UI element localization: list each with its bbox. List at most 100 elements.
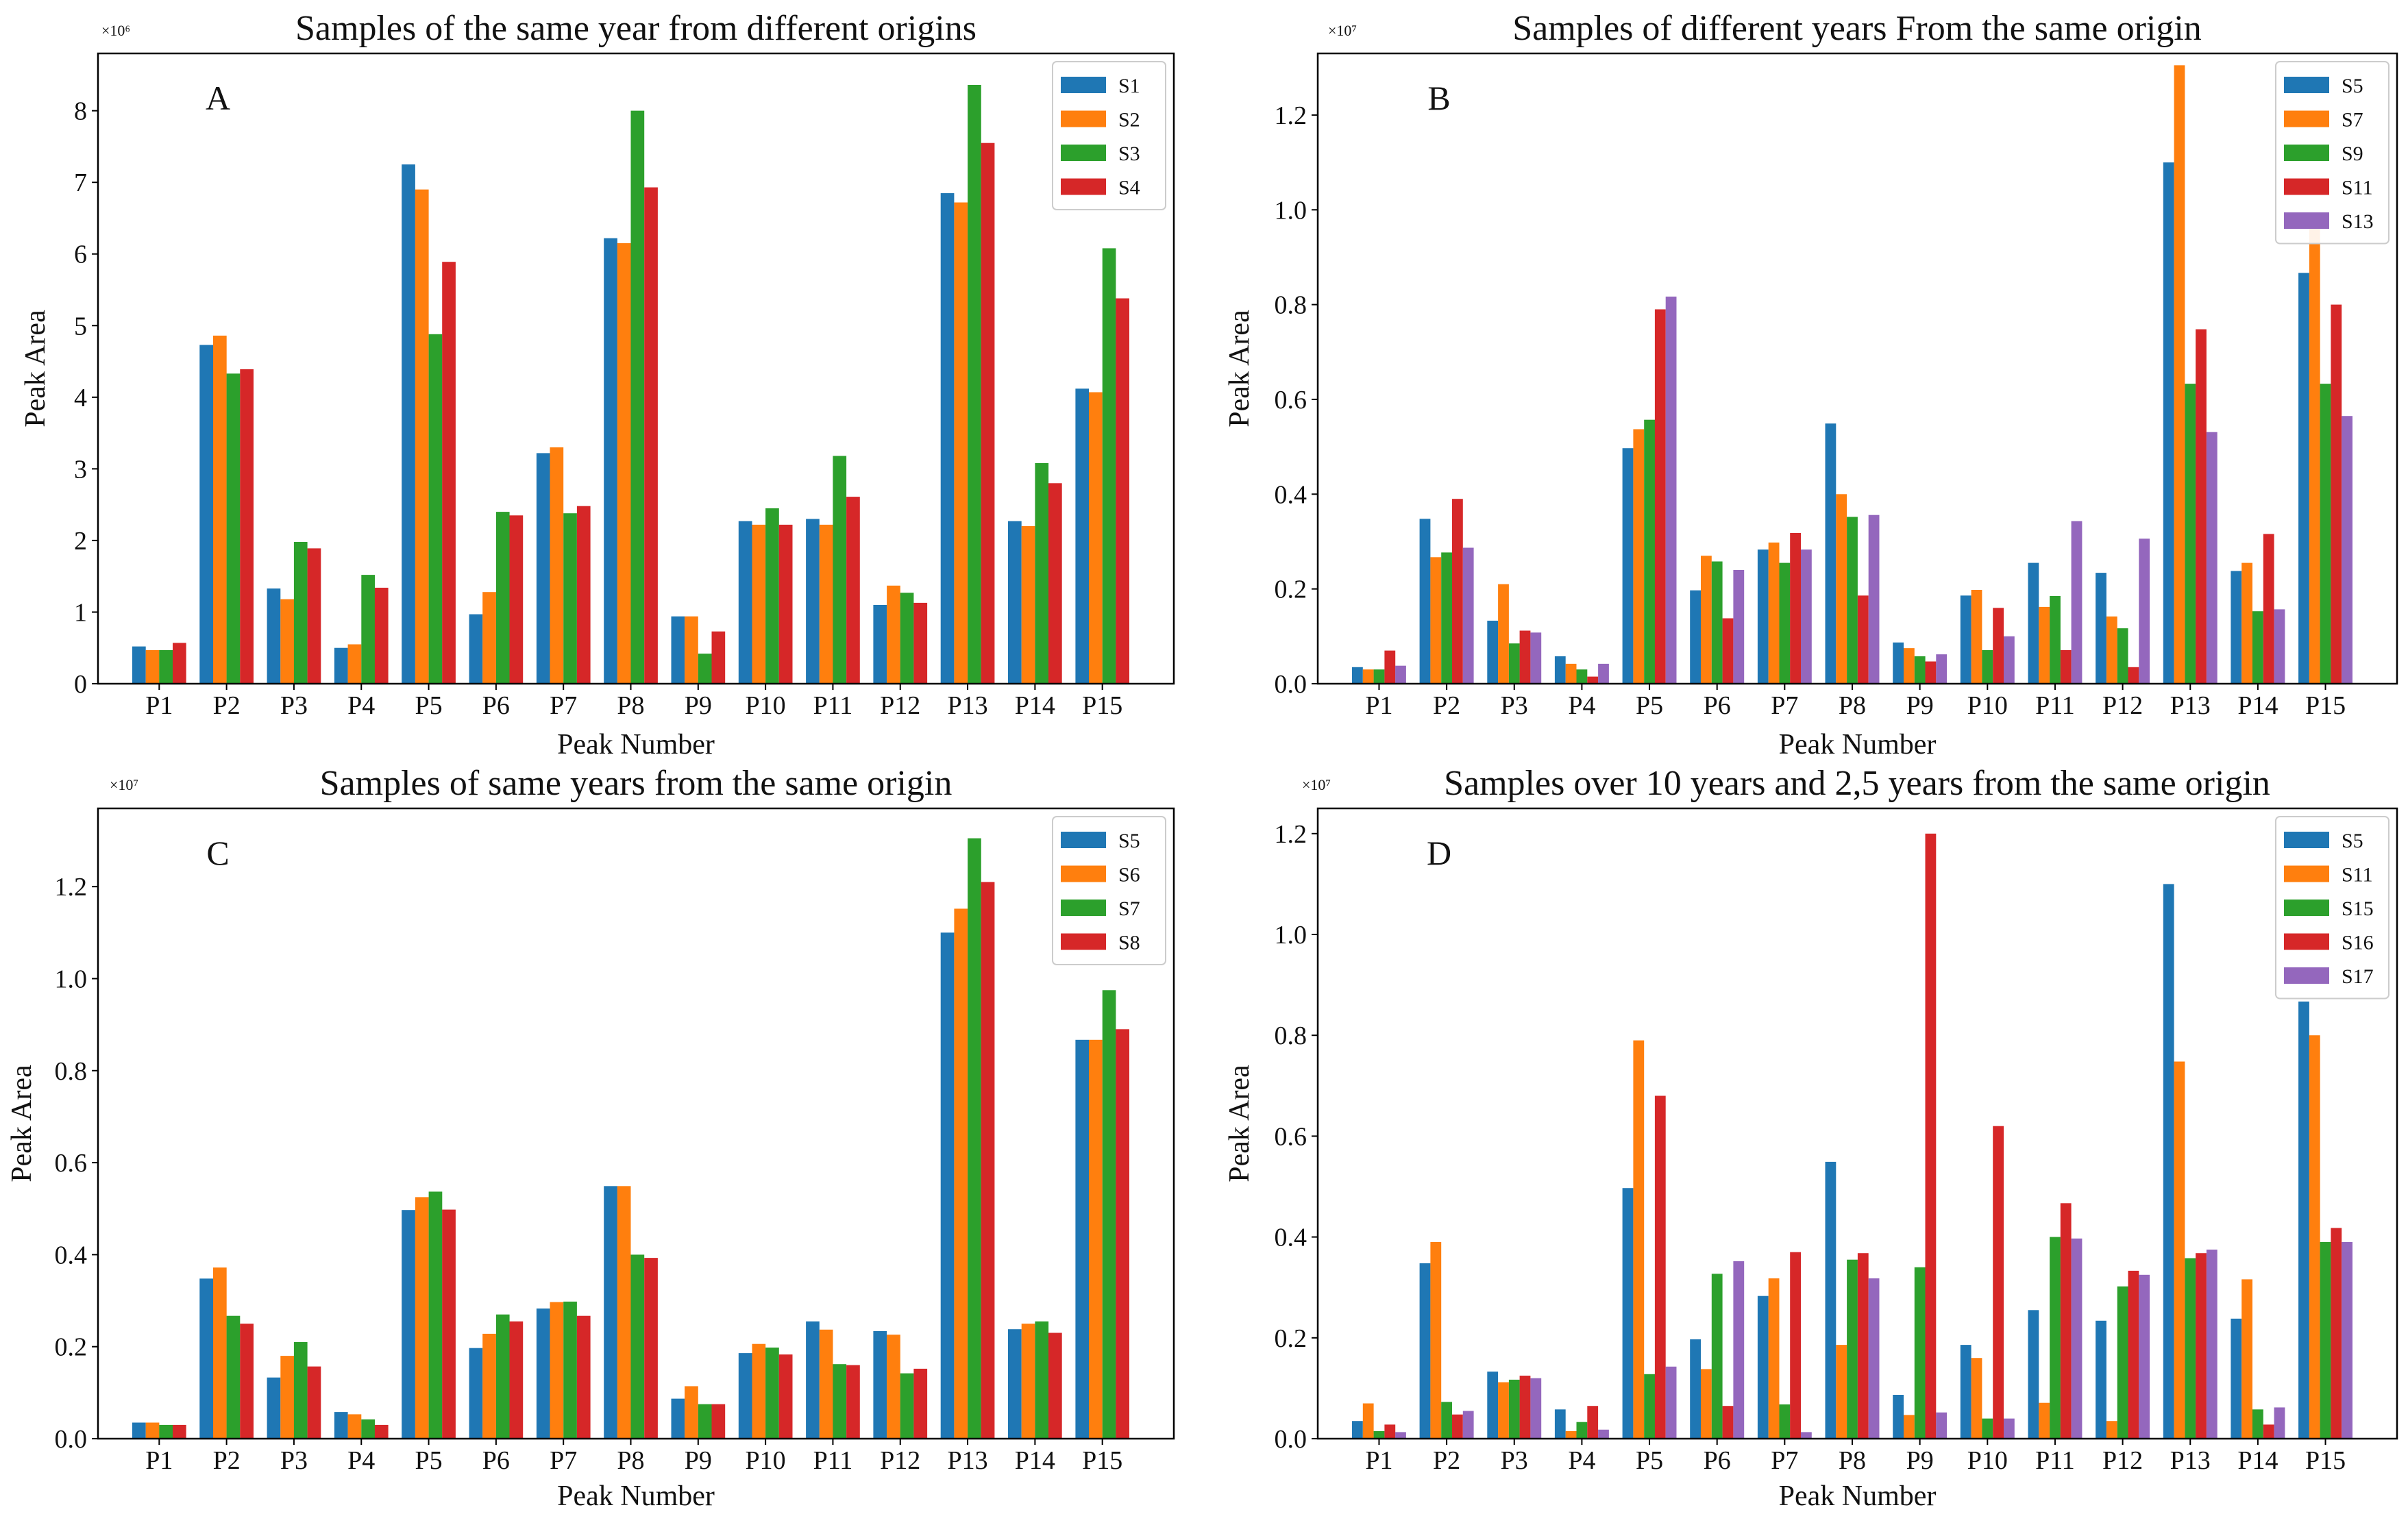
x-tick-label: P7	[1771, 1446, 1798, 1475]
x-tick-label: P4	[1568, 691, 1595, 720]
bar-s7-p10	[765, 1348, 779, 1439]
bar-s4-p15	[1116, 298, 1129, 684]
x-tick-label: P12	[2102, 691, 2143, 720]
bar-s5-p14	[1008, 1329, 1022, 1439]
bar-s7-p7	[563, 1301, 577, 1439]
legend: S5 S11 S15 S16 S17	[2275, 816, 2389, 1000]
x-axis-label: Peak Number	[557, 1480, 715, 1512]
legend-label-s16: S16	[2342, 932, 2374, 954]
bar-s5-p4	[334, 1412, 348, 1439]
bar-s11-p13	[2174, 1061, 2185, 1439]
bar-s5-p14	[2231, 1318, 2242, 1439]
bar-s5-p8	[1825, 423, 1836, 684]
x-tick-label: P12	[880, 691, 920, 720]
bar-s9-p3	[1508, 643, 1520, 684]
bar-s17-p3	[1530, 1378, 1542, 1439]
panel-c: P1 P2 P3 P4 P5 P6 P7 P8 P9 P10 P11 P12 P13 P14 P15 0.0 0…	[6, 764, 1175, 1512]
bar-s11-p3	[1519, 630, 1531, 684]
bar-s2-p15	[1089, 392, 1103, 684]
panel-letter: C	[206, 834, 229, 872]
bar-s9-p8	[1847, 517, 1858, 684]
bar-s3-p2	[226, 373, 241, 684]
bar-s5-p2	[1419, 519, 1431, 684]
legend-swatch-s7	[2284, 110, 2329, 127]
bar-s5-p4	[1554, 1409, 1566, 1439]
bar-s6-p12	[887, 1335, 900, 1439]
y-axis-multiplier: ×10⁷	[1328, 22, 1357, 39]
y-tick-label: 0.2	[55, 1333, 88, 1362]
bar-s2-p1	[145, 649, 160, 684]
bar-s17-p6	[1733, 1261, 1745, 1439]
bar-s16-p9	[1925, 833, 1937, 1439]
bar-s13-p10	[2004, 636, 2015, 684]
bar-s16-p11	[2060, 1203, 2072, 1439]
bar-s2-p9	[685, 616, 698, 684]
legend-label-s11: S11	[2342, 864, 2373, 887]
bar-s3-p7	[563, 513, 577, 684]
bar-s11-p9	[1904, 1415, 1915, 1439]
bar-s7-p4	[1565, 663, 1577, 684]
legend-swatch-s13	[2284, 212, 2329, 229]
bar-s5-p12	[873, 1330, 887, 1439]
bar-s1-p6	[469, 614, 483, 684]
bar-s7-p7	[1768, 542, 1780, 684]
bar-s7-p12	[2106, 616, 2117, 684]
bar-s11-p14	[2263, 534, 2274, 684]
bar-s1-p2	[199, 345, 213, 684]
bar-s7-p9	[1904, 648, 1915, 684]
x-tick-label: P2	[213, 691, 241, 720]
bar-s7-p13	[968, 838, 981, 1439]
x-tick-label: P1	[1365, 1446, 1392, 1475]
bar-s8-p9	[711, 1404, 726, 1439]
bar-s11-p12	[2128, 667, 2139, 684]
bar-s11-p10	[1971, 1358, 1982, 1439]
bar-s16-p8	[1857, 1253, 1869, 1439]
y-tick-label: 0.6	[1275, 386, 1307, 414]
bar-s8-p3	[307, 1366, 321, 1439]
bar-s13-p7	[1801, 549, 1812, 684]
bar-s7-p10	[1971, 590, 1982, 684]
bar-s5-p8	[604, 1186, 617, 1439]
bar-s3-p3	[293, 542, 308, 684]
bar-s9-p12	[2117, 628, 2128, 684]
bar-s6-p10	[752, 1343, 766, 1439]
bar-s8-p2	[240, 1324, 254, 1439]
bar-s2-p3	[280, 599, 294, 684]
bar-s5-p9	[1893, 1395, 1904, 1439]
legend-swatch-s17	[2284, 967, 2329, 984]
x-tick-label: P15	[2305, 691, 2346, 720]
bar-s7-p9	[698, 1404, 712, 1439]
x-tick-label: P4	[347, 691, 375, 720]
bar-s2-p11	[819, 524, 833, 684]
bar-s4-p10	[778, 524, 793, 684]
bar-s1-p3	[267, 588, 281, 684]
bar-s8-p12	[913, 1368, 928, 1439]
bar-s6-p1	[145, 1422, 160, 1439]
legend-swatch-s16	[2284, 933, 2329, 950]
y-tick-label: 0.8	[55, 1057, 88, 1086]
bar-s7-p14	[2241, 562, 2252, 684]
x-tick-label: P10	[746, 691, 786, 720]
bar-s4-p1	[173, 643, 186, 684]
bar-s7-p6	[1701, 556, 1712, 684]
bar-s7-p15	[2309, 221, 2320, 684]
bar-s17-p9	[1936, 1412, 1948, 1439]
bar-s11-p15	[2309, 1035, 2320, 1439]
legend-label-s2: S2	[1118, 109, 1140, 132]
y-axis-label: Peak Area	[1224, 310, 1255, 427]
bar-s13-p8	[1868, 514, 1880, 684]
panel-b: P1 P2 P3 P4 P5 P6 P7 P8 P9 P10 P11 P12 P13 P14 P15 0.0 0…	[1224, 9, 2398, 760]
plot-frame	[1316, 807, 2398, 1440]
bar-s5-p6	[469, 1348, 483, 1439]
y-axis-multiplier: ×10⁷	[110, 776, 138, 793]
bar-s16-p3	[1519, 1376, 1531, 1439]
bar-s16-p6	[1722, 1406, 1734, 1439]
bar-s5-p8	[1825, 1161, 1836, 1439]
legend-label-s7: S7	[1118, 897, 1140, 920]
bar-s2-p14	[1021, 526, 1035, 684]
x-tick-label: P10	[1967, 691, 2008, 720]
bar-s4-p2	[240, 369, 254, 684]
legend-swatch-s6	[1061, 865, 1106, 882]
bar-s3-p5	[428, 334, 443, 684]
bar-s15-p7	[1779, 1404, 1791, 1439]
